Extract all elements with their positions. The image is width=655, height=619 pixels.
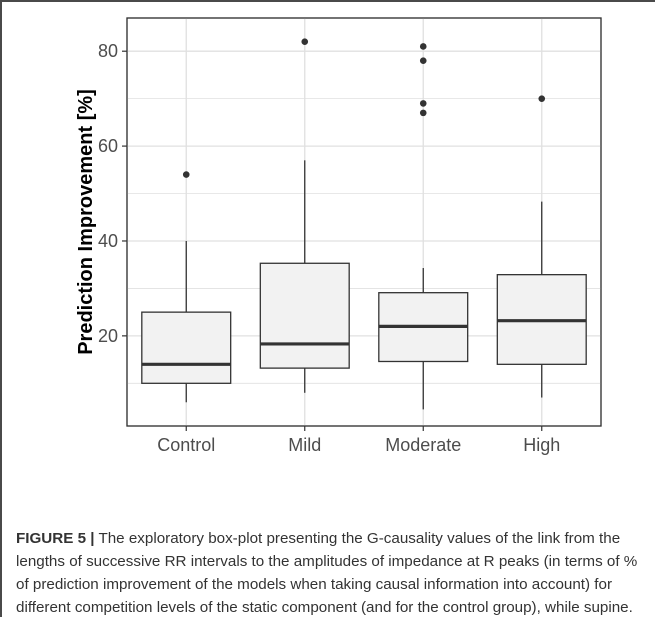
y-axis-ticks: 20 40 60 80	[98, 41, 127, 346]
figure-label: FIGURE 5 |	[16, 530, 95, 547]
y-tick-label: 60	[98, 136, 118, 156]
box-high	[496, 95, 587, 398]
outlier-point	[538, 95, 546, 102]
x-tick-label: Moderate	[385, 435, 461, 455]
outlier-point	[419, 100, 427, 107]
x-tick-label: Control	[157, 435, 215, 455]
outlier-point	[301, 38, 309, 46]
box-plot-chart: 20 40 60 80 Control Mild Moderate High Predict…	[75, 17, 602, 455]
y-tick-label: 80	[98, 41, 118, 61]
x-tick-label: High	[523, 435, 560, 455]
figure-caption: FIGURE 5 | The exploratory box-plot pres…	[16, 527, 646, 619]
box-control	[141, 171, 232, 403]
interquartile-box	[141, 311, 232, 384]
outlier-point	[419, 43, 427, 50]
caption-text: The exploratory box-plot presenting the …	[16, 530, 638, 616]
y-axis-title: Prediction Improvement [%]	[75, 89, 97, 355]
x-axis-ticks: Control Mild Moderate High	[157, 426, 560, 455]
figure-border-left	[0, 0, 2, 617]
box-moderate	[378, 43, 469, 410]
y-tick-label: 20	[98, 326, 118, 346]
interquartile-box	[259, 262, 350, 369]
figure-border-top	[0, 0, 655, 2]
boxes	[141, 38, 587, 410]
outlier-point	[419, 109, 427, 117]
outlier-point	[182, 171, 190, 178]
x-tick-label: Mild	[288, 435, 321, 455]
box-mild	[259, 38, 350, 393]
outlier-point	[419, 57, 427, 64]
y-tick-label: 40	[98, 231, 118, 251]
plot-panel-border	[126, 17, 602, 427]
